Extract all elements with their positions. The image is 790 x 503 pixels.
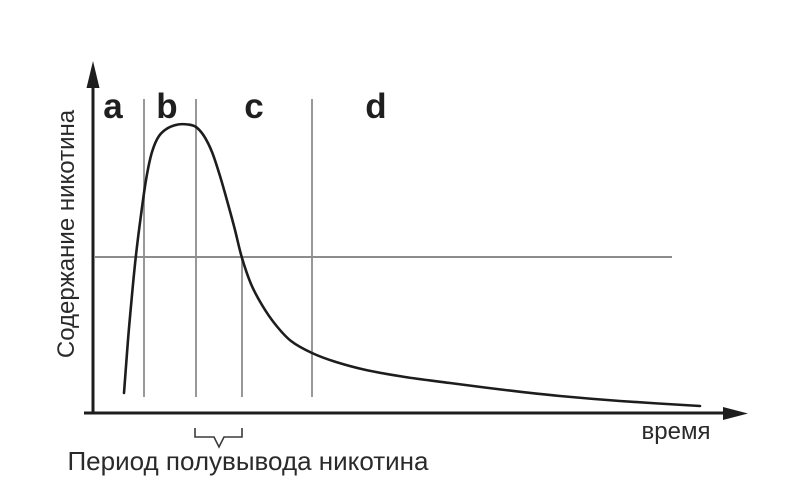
half-life-annotation: Период полувывода никотина	[67, 446, 429, 476]
x-axis-label: время	[642, 418, 711, 445]
half-life-brace	[194, 428, 243, 449]
y-axis-label: Содержание никотина	[53, 109, 80, 358]
region-label-d: d	[365, 87, 386, 126]
nicotine-curve	[122, 122, 702, 408]
x-axis-arrowhead	[723, 407, 748, 420]
y-axis-arrowhead	[86, 61, 100, 88]
region-label-a: a	[103, 87, 123, 126]
region-label-c: c	[244, 87, 263, 126]
region-label-b: b	[156, 87, 177, 126]
